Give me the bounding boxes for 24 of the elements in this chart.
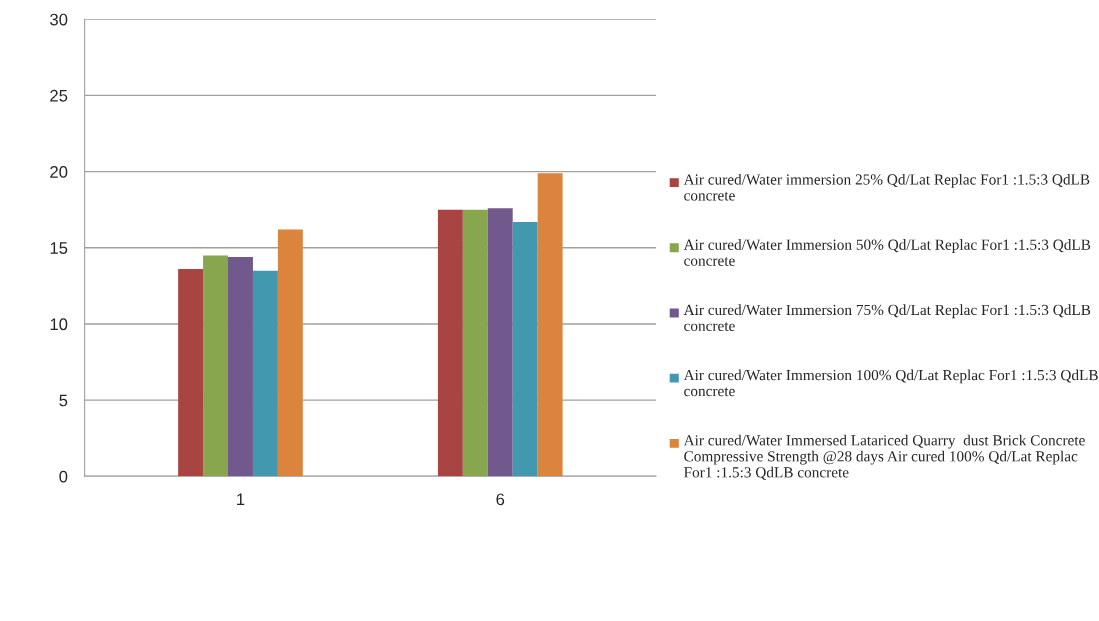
bar	[178, 269, 204, 477]
bar	[487, 208, 513, 477]
bar	[228, 256, 253, 477]
legend-label: Air cured/Water Immersion 50% Qd/Lat Replac For1 :1.5:3 QdLB concrete	[683, 239, 1091, 266]
legend-label: Air cured/Water immersion 25% Qd/Lat Replac For1 :1.5:3 QdLB concrete	[683, 173, 1090, 201]
y-tick-label: 20	[50, 166, 68, 178]
bar	[462, 209, 488, 477]
x-tick-label: 1	[237, 493, 245, 506]
legend-label: Air cured/Water Immersion 75% Qd/Lat Replac For1 :1.5:3 QdLB concrete	[683, 304, 1091, 332]
legend-label: Air cured/Water Immersion 100% Qd/Lat Replac For1 :1.5:3 QdLB concrete	[683, 369, 1098, 397]
y-tick-label: 15	[50, 242, 68, 254]
y-tick-label: 5	[59, 394, 68, 407]
bar	[537, 173, 563, 477]
x-tick-label: 6	[496, 493, 505, 506]
bar	[252, 270, 278, 477]
legend-label: Air cured/Water Immersed Latariced Quarry dust Brick Concrete Compressive Strength @28 days Air cured 100% Qd/Lat Replac For1 :1.5:3 QdLB concrete	[683, 434, 1085, 480]
bar	[203, 255, 229, 477]
bar	[437, 209, 463, 477]
y-tick-label: 10	[50, 318, 68, 331]
y-tick-label: 0	[59, 470, 68, 483]
y-tick-label: 25	[50, 89, 68, 102]
bar	[277, 229, 303, 477]
bar	[512, 221, 538, 477]
y-tick-label: 30	[50, 13, 68, 26]
